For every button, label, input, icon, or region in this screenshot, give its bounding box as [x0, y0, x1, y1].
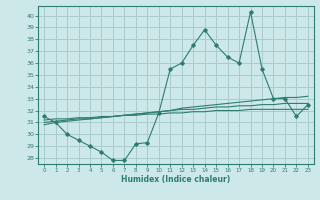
- X-axis label: Humidex (Indice chaleur): Humidex (Indice chaleur): [121, 175, 231, 184]
